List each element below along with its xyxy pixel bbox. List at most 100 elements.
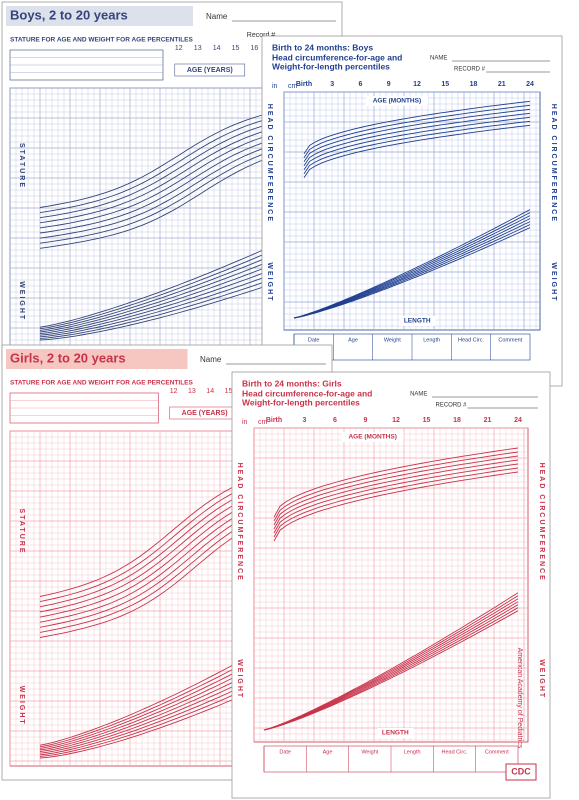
- age-tick-label: 24: [526, 81, 534, 88]
- table-header: Date: [279, 749, 291, 755]
- percentile-curve: [293, 218, 531, 319]
- age-tick-label: 13: [194, 45, 202, 52]
- age-tick-label: 14: [213, 45, 221, 52]
- record-label: RECORD #: [436, 403, 468, 409]
- weight-label: WEIGHT: [18, 686, 25, 726]
- table-header: Weight: [361, 749, 378, 755]
- title-band: [6, 6, 193, 26]
- percentile-curve: [303, 116, 531, 170]
- head-label: HEAD CIRCUMFERENCE: [236, 463, 243, 582]
- head-label: HEAD CIRCUMFERENCE: [550, 104, 557, 223]
- percentile-curve: [273, 447, 519, 518]
- subtitle: Head circumference-for-age and: [272, 52, 402, 62]
- stature-label: STATURE: [18, 143, 25, 189]
- age-tick-label: 15: [423, 417, 431, 424]
- table-header: Length: [404, 749, 421, 755]
- table-header: Comment: [498, 337, 522, 343]
- title: Birth to 24 months: Boys: [272, 42, 373, 52]
- percentile-curve: [293, 224, 531, 319]
- name-label: NAME: [410, 392, 427, 398]
- table-header: Comment: [485, 749, 509, 755]
- age-tick-label: 9: [387, 81, 391, 88]
- age-tick-label: 12: [413, 81, 421, 88]
- percentile-curve: [263, 610, 519, 731]
- stature-label: STATURE: [18, 508, 25, 554]
- percentile-curve: [263, 598, 519, 731]
- table-header: Age: [323, 749, 333, 755]
- age-tick-label: 18: [470, 81, 478, 88]
- age-tick-label: 13: [188, 388, 196, 395]
- org-name: American Academy of Pediatrics: [516, 648, 523, 749]
- percentile-curve: [273, 459, 519, 530]
- table-header: Head Circ.: [458, 337, 484, 343]
- table-header: Weight: [384, 337, 401, 343]
- weight-label: WEIGHT: [266, 262, 273, 302]
- percentile-curve: [303, 108, 531, 162]
- subtitle: STATURE FOR AGE AND WEIGHT FOR AGE PERCE…: [10, 380, 194, 387]
- length-label-box: [377, 728, 414, 738]
- title: Boys, 2 to 20 years: [10, 7, 128, 22]
- record-label: Record #: [247, 32, 276, 39]
- sheet: [231, 371, 551, 799]
- unit-label: in: [272, 83, 278, 90]
- percentile-curve: [293, 209, 531, 319]
- weight-label: WEIGHT: [538, 659, 545, 699]
- age-tick-label: 18: [453, 417, 461, 424]
- unit-label: in: [242, 419, 248, 426]
- weight-label: WEIGHT: [236, 659, 243, 699]
- length-label: LENGTH: [404, 318, 431, 325]
- percentile-curve: [273, 463, 519, 534]
- age-label-box: [341, 432, 404, 442]
- cdc-text: CDC: [511, 766, 531, 776]
- subtitle: STATURE FOR AGE AND WEIGHT FOR AGE PERCE…: [10, 37, 194, 44]
- table-header: Date: [308, 337, 320, 343]
- weight-label: WEIGHT: [18, 281, 25, 321]
- age-tick-label: 16: [251, 45, 259, 52]
- table-header: Head Circ.: [442, 749, 468, 755]
- percentile-curve: [273, 467, 519, 538]
- age-axis-label: AGE (MONTHS): [348, 434, 396, 441]
- age-axis-label: AGE (YEARS): [187, 67, 233, 74]
- age-axis-label: AGE (MONTHS): [373, 98, 421, 105]
- percentile-curve: [273, 471, 519, 542]
- age-tick-label: 3: [303, 417, 307, 424]
- age-tick-label: 12: [392, 417, 400, 424]
- percentile-curve: [303, 120, 531, 174]
- age-tick-label: 3: [330, 81, 334, 88]
- age-tick-label: 15: [225, 388, 233, 395]
- age-tick-label: Birth: [266, 417, 282, 424]
- name-label: NAME: [430, 56, 447, 62]
- title: Girls, 2 to 20 years: [10, 350, 126, 365]
- unit-label: cm: [258, 419, 268, 426]
- head-label: HEAD CIRCUMFERENCE: [266, 104, 273, 223]
- age-tick-label: 6: [359, 81, 363, 88]
- sheet: [261, 35, 563, 387]
- age-tick-label: 6: [333, 417, 337, 424]
- percentile-curve: [273, 451, 519, 522]
- name-label: Name: [200, 355, 222, 364]
- age-label-box: [365, 96, 428, 106]
- age-tick-label: 12: [175, 45, 183, 52]
- subtitle: Weight-for-length percentiles: [242, 397, 360, 407]
- name-label: Name: [206, 12, 228, 21]
- age-tick-label: Birth: [296, 81, 312, 88]
- head-label: HEAD CIRCUMFERENCE: [538, 463, 545, 582]
- percentile-curve: [303, 104, 531, 158]
- percentile-curve: [293, 212, 531, 319]
- age-tick-label: 24: [514, 417, 522, 424]
- age-tick-label: 9: [364, 417, 368, 424]
- title: Birth to 24 months: Girls: [242, 378, 342, 388]
- subtitle: Weight-for-length percentiles: [272, 61, 390, 71]
- age-tick-label: 15: [441, 81, 449, 88]
- age-axis-label: AGE (YEARS): [182, 410, 228, 417]
- weight-label: WEIGHT: [550, 262, 557, 302]
- percentile-curve: [303, 100, 531, 154]
- cdc-logo: [505, 763, 537, 781]
- percentile-curve: [273, 455, 519, 526]
- unit-label: cm: [288, 83, 298, 90]
- percentile-curve: [303, 124, 531, 178]
- length-label-box: [399, 316, 436, 326]
